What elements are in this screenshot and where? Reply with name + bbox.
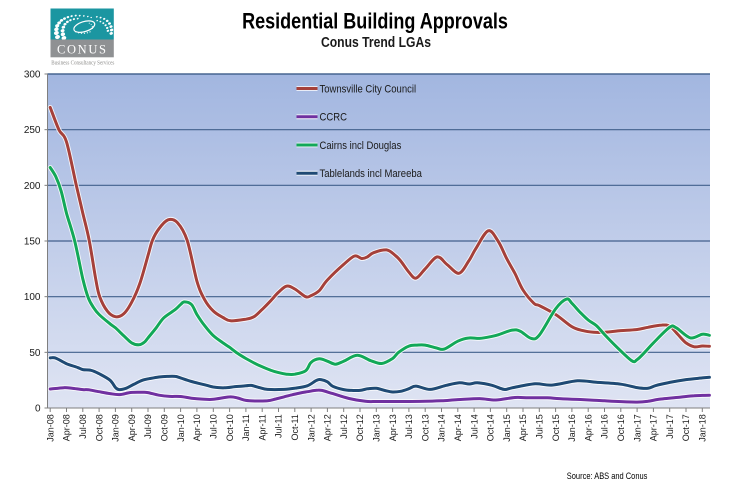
svg-text:Jan-18: Jan-18 [698, 414, 708, 442]
svg-text:Apr-10: Apr-10 [192, 414, 202, 441]
svg-text:Conus Trend LGAs: Conus Trend LGAs [321, 34, 431, 51]
svg-text:Oct-15: Oct-15 [551, 414, 561, 441]
svg-text:Apr-13: Apr-13 [388, 414, 398, 441]
svg-text:CONUS: CONUS [57, 42, 106, 56]
svg-text:0: 0 [35, 404, 41, 415]
svg-text:Jan-11: Jan-11 [241, 414, 251, 441]
svg-text:150: 150 [24, 237, 41, 248]
svg-text:Oct-11: Oct-11 [290, 414, 300, 440]
svg-text:Oct-14: Oct-14 [486, 414, 496, 441]
svg-text:Jan-09: Jan-09 [111, 414, 121, 442]
svg-text:Oct-10: Oct-10 [225, 414, 235, 441]
svg-text:Apr-14: Apr-14 [453, 414, 463, 441]
svg-text:Jul-10: Jul-10 [209, 414, 219, 439]
svg-text:Oct-16: Oct-16 [616, 414, 626, 441]
svg-text:Apr-11: Apr-11 [257, 414, 267, 440]
svg-text:Jan-17: Jan-17 [632, 414, 642, 442]
svg-text:CCRC: CCRC [320, 112, 348, 124]
svg-text:Jan-12: Jan-12 [306, 414, 316, 442]
svg-text:Residential Building Approvals: Residential Building Approvals [242, 10, 508, 34]
svg-text:Source: ABS and Conus: Source: ABS and Conus [567, 471, 648, 481]
svg-text:Jan-10: Jan-10 [176, 414, 186, 442]
svg-text:Jul-09: Jul-09 [143, 414, 153, 439]
svg-text:Jul-13: Jul-13 [404, 414, 414, 439]
svg-text:100: 100 [24, 292, 41, 303]
svg-text:Jan-14: Jan-14 [437, 414, 447, 442]
svg-text:Apr-08: Apr-08 [62, 414, 72, 441]
svg-text:Apr-17: Apr-17 [649, 414, 659, 441]
svg-text:Jul-17: Jul-17 [665, 414, 675, 439]
svg-text:Oct-08: Oct-08 [94, 414, 104, 441]
svg-text:300: 300 [24, 70, 41, 81]
svg-text:Oct-17: Oct-17 [681, 414, 691, 441]
svg-text:Jan-08: Jan-08 [45, 414, 55, 442]
svg-text:Jul-14: Jul-14 [469, 414, 479, 439]
svg-text:Oct-13: Oct-13 [420, 414, 430, 441]
svg-text:Jul-15: Jul-15 [535, 414, 545, 439]
svg-text:Jul-11: Jul-11 [274, 414, 284, 438]
svg-text:Apr-15: Apr-15 [518, 414, 528, 441]
svg-text:200: 200 [24, 181, 41, 192]
svg-text:Apr-09: Apr-09 [127, 414, 137, 441]
svg-text:Apr-16: Apr-16 [583, 414, 593, 441]
svg-text:Jan-13: Jan-13 [372, 414, 382, 442]
svg-text:Apr-12: Apr-12 [323, 414, 333, 441]
svg-text:Oct-12: Oct-12 [355, 414, 365, 441]
svg-text:Jul-12: Jul-12 [339, 414, 349, 439]
svg-text:Jan-15: Jan-15 [502, 414, 512, 442]
svg-text:Townsville City Council: Townsville City Council [320, 84, 417, 96]
svg-text:250: 250 [24, 125, 41, 136]
svg-text:Jan-16: Jan-16 [567, 414, 577, 442]
svg-text:Jul-08: Jul-08 [78, 414, 88, 439]
svg-text:Jul-16: Jul-16 [600, 414, 610, 439]
svg-text:50: 50 [29, 348, 41, 359]
svg-text:Cairns incl Douglas: Cairns incl Douglas [320, 140, 402, 152]
svg-text:Business Consultancy Services: Business Consultancy Services [51, 60, 115, 66]
svg-text:Oct-09: Oct-09 [160, 414, 170, 441]
svg-text:Tablelands incl Mareeba: Tablelands incl Mareeba [320, 169, 423, 181]
